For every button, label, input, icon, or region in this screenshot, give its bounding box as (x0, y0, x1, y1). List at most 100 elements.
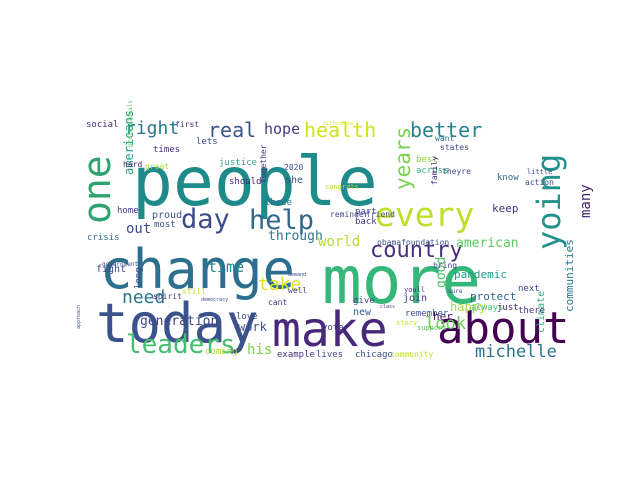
word-know: know (497, 173, 519, 183)
word-just: just (497, 303, 519, 313)
word-story: story (396, 319, 417, 327)
word-still: still (182, 287, 206, 296)
word-every: every (375, 195, 474, 234)
word-his: his (247, 342, 272, 358)
word-communities: communities (563, 239, 576, 312)
word-theyre: theyre (442, 167, 471, 176)
word-spirit: spirit (153, 292, 182, 301)
word-better: better (410, 118, 482, 142)
word-time: time (208, 258, 244, 276)
word-many: many (578, 184, 594, 218)
word-generation: generation (140, 314, 218, 329)
word-years: years (391, 127, 415, 190)
word-yoing: yoing (530, 154, 568, 250)
word-she: she (285, 175, 303, 186)
word-government: government (102, 261, 139, 268)
word-reminder: reminder (330, 210, 369, 219)
word-good: good (434, 257, 449, 288)
word-work: work (238, 320, 268, 334)
word-best: best (416, 155, 438, 165)
word-remember: remember (405, 309, 449, 319)
word-congrats: congrats (325, 183, 359, 191)
word-next: next (518, 284, 540, 294)
word-love: love (236, 312, 258, 322)
word-join: join (403, 293, 427, 304)
word-there: there (518, 306, 545, 316)
word-part: part (355, 207, 377, 217)
word-right: right (125, 118, 179, 139)
word-long: long (134, 267, 144, 289)
word-back: back (355, 217, 377, 227)
word-approach: approach (76, 305, 82, 329)
word-action: action (525, 178, 554, 187)
word-difference: difference (323, 121, 353, 127)
word-coming: coming (205, 347, 238, 357)
word-country: country (370, 238, 463, 263)
word-democracy: democracy (201, 297, 228, 303)
word-well: well (288, 286, 307, 295)
word-need: need (122, 287, 165, 308)
word-home: home (117, 206, 139, 216)
word-help: help (249, 205, 314, 236)
word-demand: demand (288, 272, 306, 278)
word-crisis: crisis (87, 233, 120, 243)
word-protect: protect (470, 290, 516, 303)
word-times: times (153, 145, 180, 155)
word-example: example (277, 350, 315, 360)
word-lives: lives (316, 350, 343, 360)
word-pandemic: pandemic (454, 268, 507, 281)
word-community: community (390, 350, 434, 359)
word-chicago: chicago (355, 350, 393, 360)
word-through: through (268, 229, 323, 244)
word-people: people (132, 143, 378, 222)
word-keep: keep (492, 202, 519, 215)
word-always: always (471, 303, 504, 313)
word-more: more (322, 242, 481, 319)
word-vote: vote (322, 323, 344, 333)
cloud-words: people change more today make about one every yo… (75, 100, 594, 362)
word-youll: youll (404, 286, 425, 294)
word-her: her (433, 310, 453, 323)
word-class: class (380, 304, 395, 310)
word-little: little (527, 168, 552, 176)
word-justice: justice (219, 158, 257, 168)
word-bring: bring (433, 261, 457, 270)
word-climate: climate (536, 291, 547, 333)
word-health: health (304, 118, 376, 142)
word-give: give (353, 296, 375, 306)
word-these: these (265, 198, 292, 208)
word-today: today (96, 292, 259, 355)
word-fight: fight (96, 264, 126, 275)
word-obamafoundation: obamafoundation (377, 238, 449, 247)
word-2020: 2020 (284, 163, 303, 172)
word-cant: cant (268, 298, 287, 307)
word-change: change (100, 238, 295, 301)
word-americans: americans (122, 110, 136, 175)
word-look: look (425, 314, 466, 334)
word-new: new (353, 307, 372, 318)
word-happy: happy (450, 300, 486, 314)
word-across: across (416, 166, 449, 176)
word-great: great (145, 162, 169, 171)
word-most: most (154, 220, 176, 230)
word-day: day (181, 204, 230, 235)
word-support: support (417, 324, 447, 332)
word-hard: hard (123, 160, 142, 169)
word-michelle: michelle (475, 342, 557, 362)
word-together: together (259, 144, 268, 183)
word-social: social (86, 120, 119, 130)
word-hope: hope (264, 120, 300, 138)
word-american: american (456, 236, 519, 251)
word-sure: sure (448, 288, 463, 295)
word-about: about (437, 303, 569, 354)
word-states: states (440, 143, 469, 152)
word-professionals: professionals (127, 100, 134, 147)
word-leaders: leaders (126, 330, 236, 360)
word-first: first (175, 120, 199, 129)
word-out: out (126, 221, 151, 237)
word-world: world (318, 234, 360, 250)
word-want: want (435, 134, 454, 143)
word-friend: friend (366, 210, 395, 219)
word-one: one (75, 155, 119, 224)
